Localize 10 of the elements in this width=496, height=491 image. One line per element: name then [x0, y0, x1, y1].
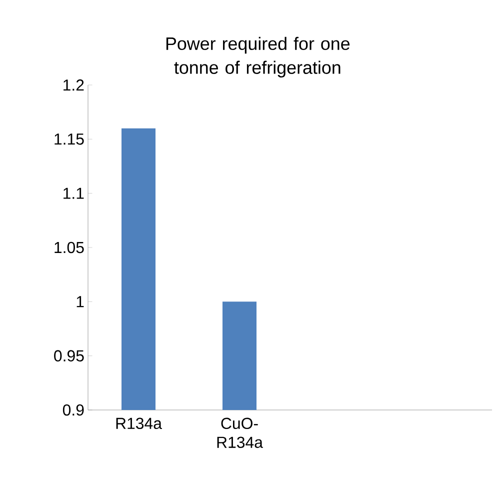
y-tick-label: 1.2 — [64, 79, 84, 91]
x-tick-label: CuO-R134a — [217, 418, 263, 448]
y-tick-label: 0.9 — [62, 404, 84, 416]
y-tick-label: 1.05 — [54, 242, 84, 254]
y-tick-label: 1.15 — [54, 134, 84, 145]
chart-title: Power required for one tonne of refrigeration — [166, 36, 350, 78]
y-tick-label: 0.95 — [54, 350, 84, 362]
x-tick-label: R134a — [116, 418, 162, 430]
y-tick-label: 1.1 — [64, 188, 84, 199]
y-tick-label: 1 — [76, 296, 84, 308]
